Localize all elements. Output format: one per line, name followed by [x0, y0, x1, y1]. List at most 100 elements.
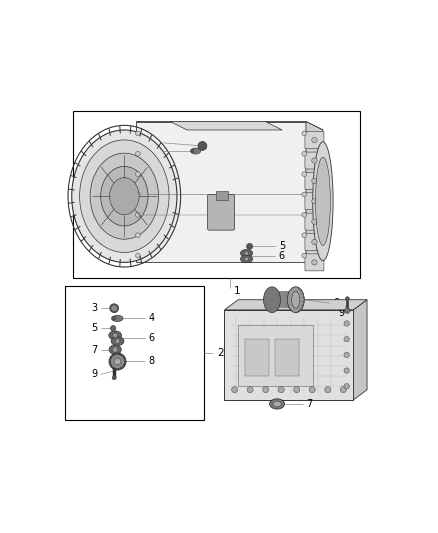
- Bar: [224, 310, 353, 400]
- Circle shape: [344, 352, 350, 358]
- Circle shape: [312, 158, 317, 163]
- Circle shape: [312, 219, 317, 224]
- Circle shape: [114, 358, 121, 365]
- Ellipse shape: [72, 130, 177, 262]
- Circle shape: [312, 199, 317, 204]
- Bar: [272, 291, 296, 308]
- Bar: [216, 191, 228, 199]
- Ellipse shape: [270, 399, 285, 409]
- Circle shape: [232, 386, 238, 393]
- Text: 3: 3: [91, 303, 97, 313]
- Circle shape: [302, 213, 307, 217]
- Circle shape: [344, 321, 350, 326]
- Polygon shape: [353, 300, 367, 400]
- Circle shape: [191, 149, 194, 153]
- Circle shape: [312, 239, 317, 245]
- Circle shape: [111, 317, 116, 320]
- Circle shape: [340, 386, 346, 393]
- Circle shape: [112, 376, 116, 380]
- Circle shape: [344, 384, 350, 389]
- Text: 6: 6: [148, 334, 154, 343]
- Circle shape: [312, 260, 317, 265]
- Ellipse shape: [111, 337, 124, 345]
- FancyBboxPatch shape: [208, 195, 235, 230]
- Text: 5: 5: [279, 241, 285, 252]
- Circle shape: [135, 192, 140, 197]
- Circle shape: [344, 368, 350, 373]
- Circle shape: [113, 333, 117, 338]
- Circle shape: [110, 326, 116, 331]
- Ellipse shape: [90, 153, 159, 239]
- Ellipse shape: [273, 401, 281, 407]
- Text: 5: 5: [91, 323, 97, 333]
- Circle shape: [135, 233, 140, 238]
- Text: 4: 4: [148, 313, 154, 324]
- Polygon shape: [170, 122, 282, 130]
- Circle shape: [111, 356, 124, 368]
- FancyBboxPatch shape: [305, 193, 324, 210]
- Ellipse shape: [109, 345, 121, 354]
- Circle shape: [198, 142, 207, 150]
- Ellipse shape: [287, 287, 304, 313]
- Circle shape: [302, 192, 307, 197]
- FancyBboxPatch shape: [305, 213, 324, 230]
- Circle shape: [115, 339, 120, 343]
- Circle shape: [302, 131, 307, 136]
- Bar: [74, 111, 360, 278]
- FancyBboxPatch shape: [305, 233, 324, 251]
- Ellipse shape: [110, 177, 139, 215]
- Circle shape: [113, 347, 118, 352]
- Circle shape: [293, 386, 300, 393]
- FancyBboxPatch shape: [305, 152, 324, 169]
- Text: 9: 9: [91, 369, 97, 379]
- Circle shape: [302, 253, 307, 258]
- Circle shape: [247, 386, 253, 393]
- Ellipse shape: [315, 157, 330, 245]
- Circle shape: [244, 257, 249, 261]
- Polygon shape: [136, 122, 323, 130]
- Circle shape: [135, 151, 140, 156]
- Circle shape: [135, 253, 140, 258]
- Circle shape: [244, 251, 249, 255]
- Circle shape: [263, 386, 269, 393]
- Polygon shape: [224, 300, 367, 310]
- Text: 8: 8: [148, 357, 154, 367]
- Bar: [238, 325, 313, 386]
- FancyBboxPatch shape: [305, 172, 324, 189]
- Ellipse shape: [80, 140, 169, 253]
- Circle shape: [344, 336, 350, 342]
- Text: 7: 7: [91, 345, 97, 354]
- Text: 7: 7: [307, 399, 313, 409]
- Ellipse shape: [264, 287, 280, 313]
- Circle shape: [135, 213, 140, 217]
- Ellipse shape: [240, 255, 253, 263]
- Circle shape: [112, 306, 117, 311]
- Circle shape: [325, 386, 331, 393]
- Circle shape: [278, 386, 284, 393]
- Polygon shape: [136, 122, 306, 262]
- Text: 8: 8: [333, 298, 339, 308]
- Bar: [65, 286, 204, 420]
- Circle shape: [110, 304, 119, 313]
- FancyBboxPatch shape: [305, 254, 324, 271]
- Circle shape: [109, 353, 126, 370]
- Circle shape: [309, 386, 315, 393]
- Circle shape: [312, 138, 317, 143]
- Circle shape: [345, 308, 350, 313]
- Polygon shape: [306, 122, 323, 271]
- Ellipse shape: [313, 142, 333, 261]
- Circle shape: [135, 131, 140, 136]
- Circle shape: [247, 244, 253, 249]
- Circle shape: [135, 172, 140, 176]
- Text: 4: 4: [140, 146, 146, 156]
- Text: 1: 1: [234, 286, 240, 296]
- Circle shape: [302, 172, 307, 176]
- Ellipse shape: [112, 316, 123, 321]
- Ellipse shape: [101, 166, 148, 226]
- FancyBboxPatch shape: [305, 132, 324, 149]
- Ellipse shape: [109, 331, 122, 340]
- Bar: [276, 339, 299, 376]
- Circle shape: [302, 151, 307, 156]
- Text: 2: 2: [217, 348, 224, 358]
- Ellipse shape: [191, 148, 201, 154]
